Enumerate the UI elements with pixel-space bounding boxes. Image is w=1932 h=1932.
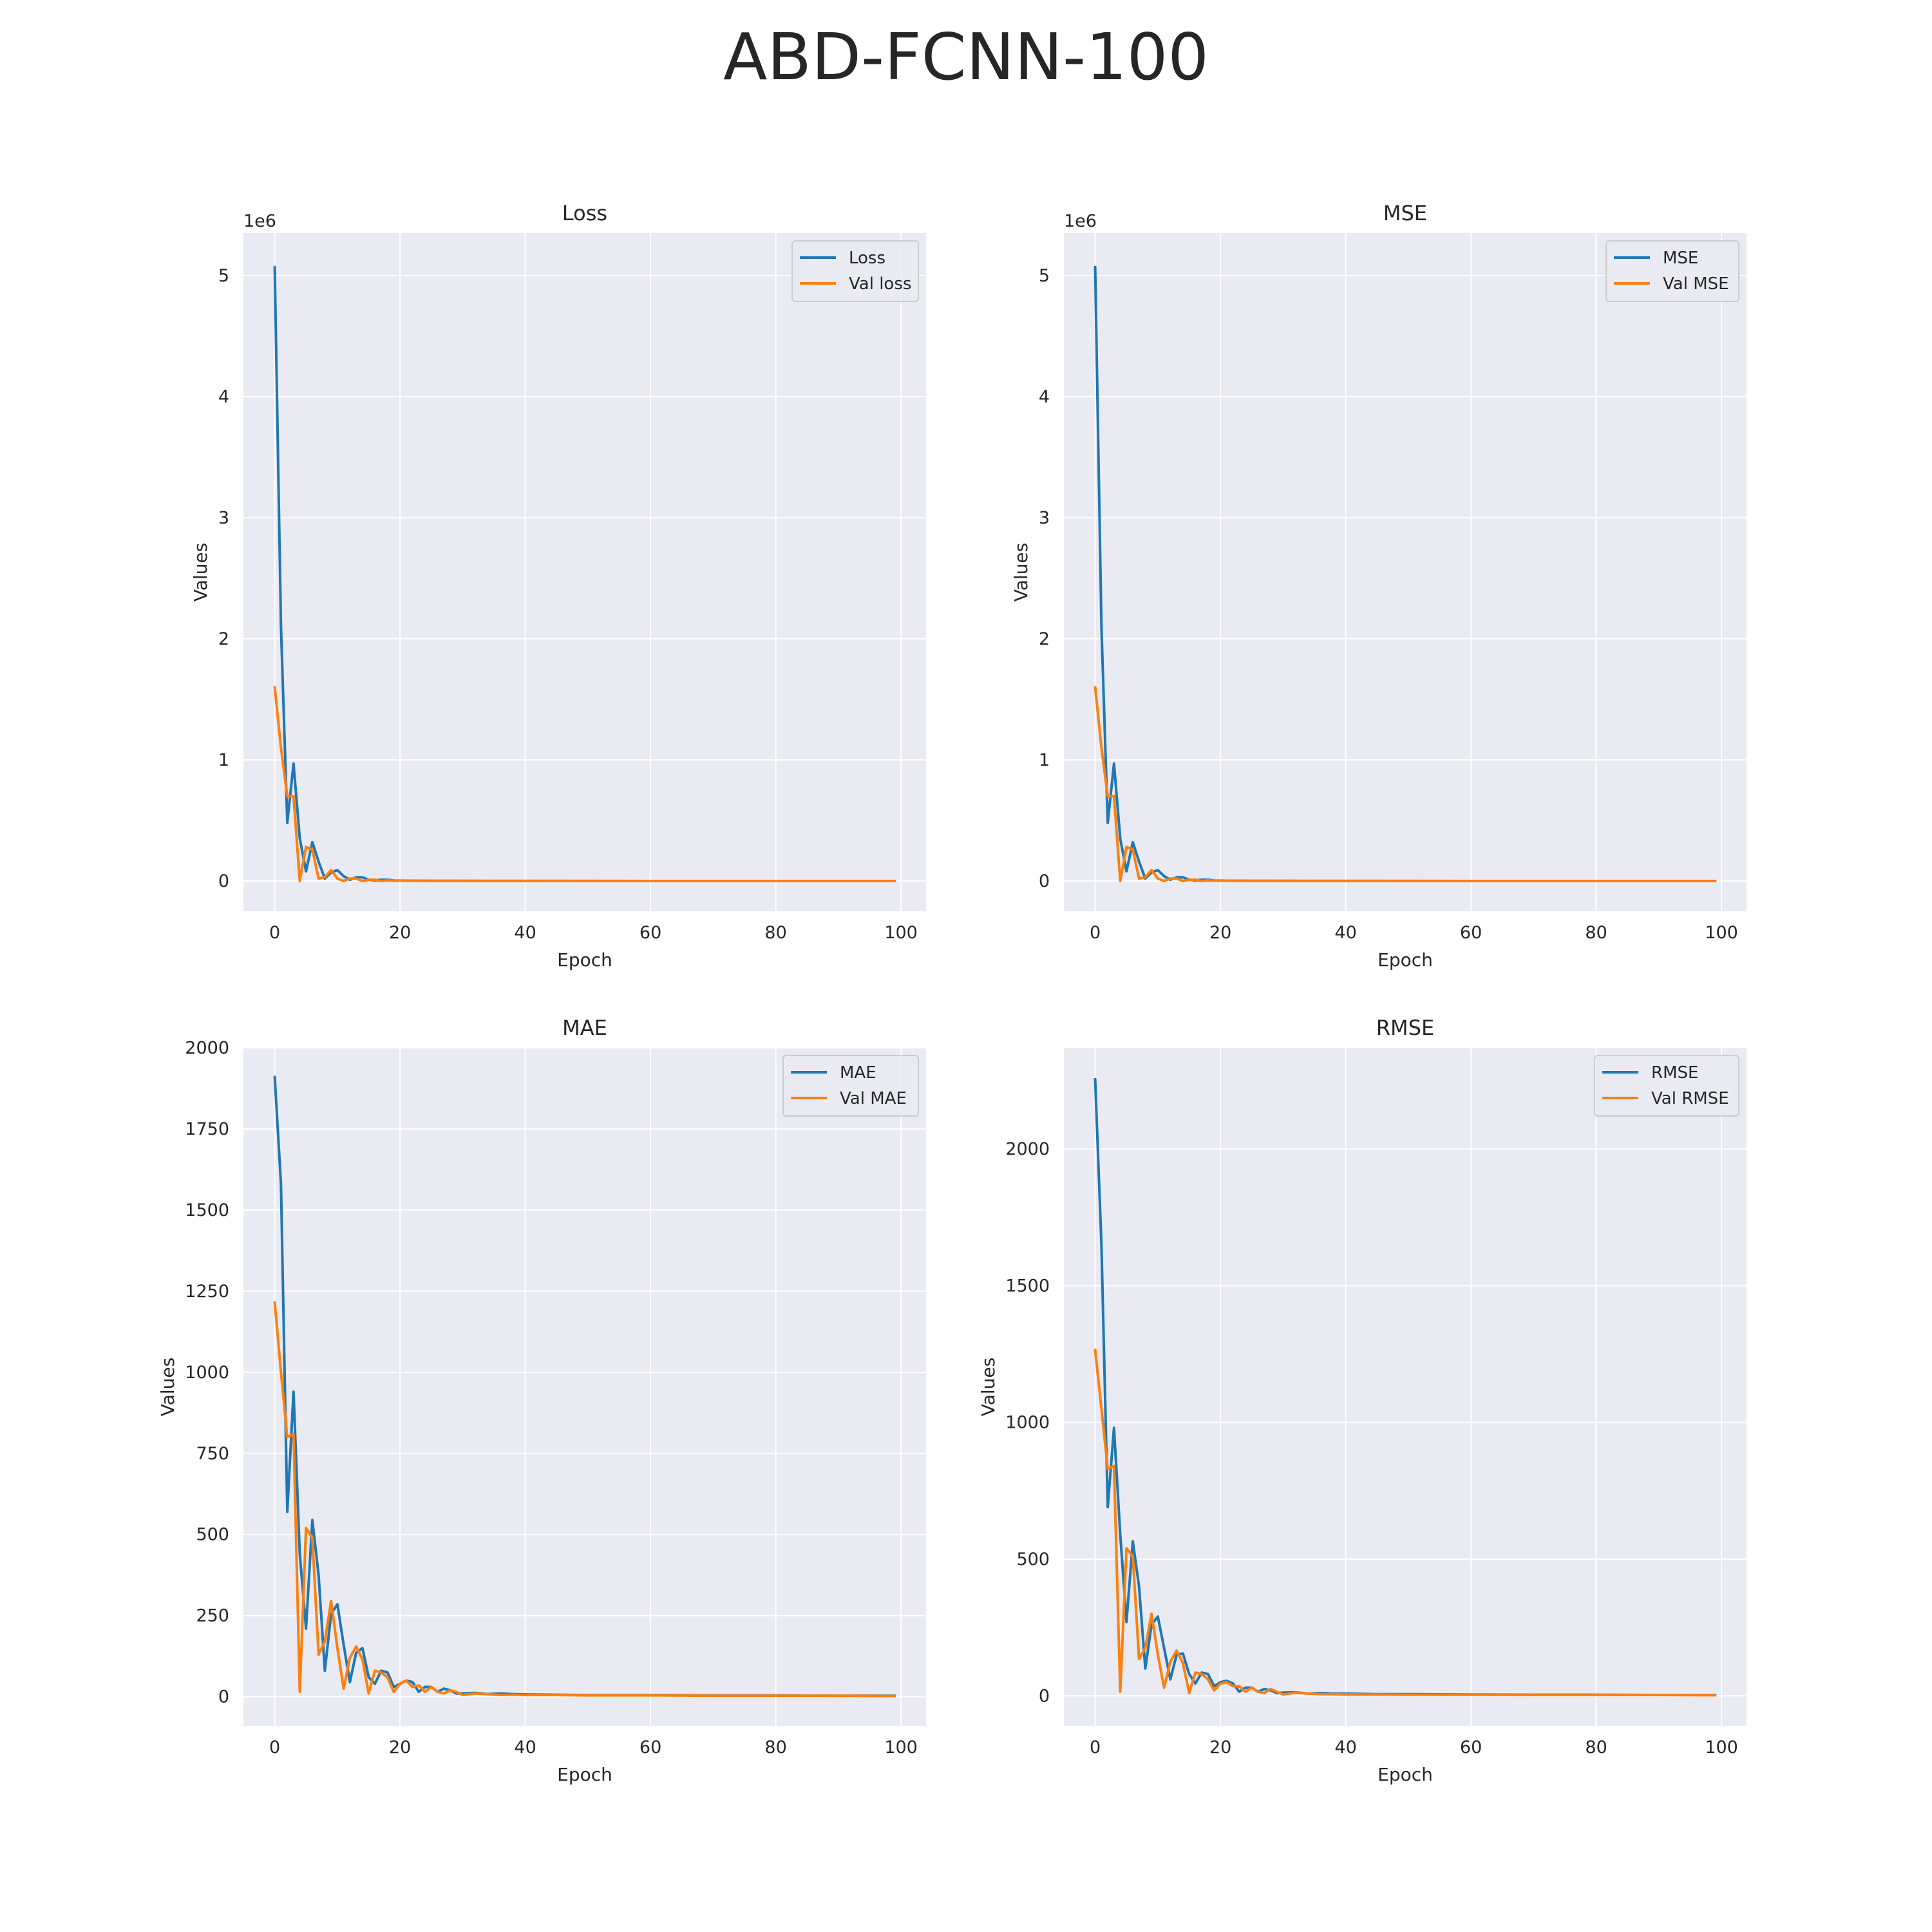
x-axis-label: Epoch	[1378, 949, 1433, 971]
x-tick-label: 100	[884, 923, 918, 943]
plot-area	[1064, 1048, 1747, 1726]
x-tick-label: 60	[639, 923, 661, 943]
y-tick-label: 2000	[1005, 1139, 1050, 1159]
plot-area	[1064, 233, 1747, 911]
series-line-val-loss	[273, 686, 896, 882]
x-tick-label: 100	[884, 1738, 918, 1757]
legend-entry: Val MSE	[1663, 274, 1729, 294]
y-tick-label: 1	[218, 750, 229, 770]
x-tick-label: 60	[639, 1738, 661, 1757]
legend-entry: Val MAE	[840, 1089, 907, 1108]
legend: Loss Val loss	[791, 240, 919, 302]
y-tick-label: 1000	[185, 1363, 229, 1383]
legend-entry: Val loss	[849, 274, 911, 294]
y-tick-label: 2	[1039, 629, 1050, 649]
x-tick-label: 20	[389, 1738, 411, 1757]
chart-title: MAE	[562, 1016, 607, 1040]
x-tick-label: 80	[1585, 1738, 1607, 1757]
x-tick-label: 40	[514, 1738, 536, 1757]
series-line-val-mae	[273, 1301, 896, 1698]
x-tick-label: 100	[1705, 923, 1738, 943]
y-axis-label: Values	[978, 1358, 999, 1416]
y-tick-label: 2000	[185, 1038, 229, 1058]
chart-title: Loss	[562, 201, 607, 225]
legend-box	[791, 240, 919, 302]
x-tick-label: 0	[1090, 923, 1101, 943]
y-tick-label: 500	[196, 1525, 229, 1545]
y-tick-label: 0	[1039, 1686, 1050, 1706]
x-tick-label: 60	[1460, 1738, 1482, 1757]
chart-title: RMSE	[1376, 1016, 1434, 1040]
figure-title: ABD-FCNN-100	[723, 19, 1209, 95]
x-axis-label: Epoch	[1378, 1764, 1433, 1785]
chart-panel-loss: 0 20 40 60 80 100 0 1 2 3 4 5 1e6 Loss Epoch Values Loss…	[190, 201, 926, 971]
x-tick-label: 40	[1334, 1738, 1356, 1757]
legend: MAE Val MAE	[782, 1055, 919, 1117]
legend-box	[782, 1055, 919, 1117]
x-tick-label: 60	[1460, 923, 1482, 943]
x-axis-label: Epoch	[557, 1764, 612, 1785]
chart-panel-mae: 0 20 40 60 80 1000250500750100012501500175020…	[157, 1016, 926, 1785]
y-tick-label: 1500	[185, 1200, 229, 1220]
chart-panel-rmse: 0 20 40 60 80 1000500100015002000RMSEEpochVal…	[978, 1016, 1747, 1785]
legend-entry: Loss	[849, 249, 886, 268]
x-tick-label: 80	[764, 1738, 786, 1757]
chart-panel-mse: 0 20 40 60 80 100 0 1 2 3 4 5 1e6 MSE Epoch Values MSE Va…	[1010, 201, 1747, 971]
legend-entry: MAE	[840, 1063, 876, 1083]
axis-offset-label: 1e6	[243, 211, 276, 231]
y-tick-label: 1500	[1005, 1276, 1050, 1296]
x-tick-label: 80	[1585, 923, 1607, 943]
y-axis-label: Values	[157, 1358, 178, 1416]
legend: MSE Val MSE	[1605, 240, 1739, 302]
y-tick-label: 5	[218, 266, 229, 286]
legend-entry: Val RMSE	[1651, 1089, 1729, 1108]
chart-title: MSE	[1383, 201, 1427, 225]
y-tick-label: 250	[196, 1606, 229, 1626]
x-tick-label: 80	[764, 923, 786, 943]
legend-box	[1594, 1055, 1739, 1117]
y-axis-label: Values	[1010, 543, 1032, 601]
x-tick-label: 0	[1090, 1738, 1101, 1757]
legend-box	[1605, 240, 1739, 302]
y-tick-label: 2	[218, 629, 229, 649]
y-tick-label: 750	[196, 1444, 229, 1464]
y-tick-label: 500	[1016, 1549, 1050, 1569]
axis-offset-label: 1e6	[1064, 211, 1097, 231]
y-tick-label: 3	[1039, 508, 1050, 528]
y-tick-label: 3	[218, 508, 229, 528]
y-tick-label: 4	[1039, 387, 1050, 407]
y-tick-label: 1750	[185, 1119, 229, 1139]
legend-entry: RMSE	[1651, 1063, 1698, 1083]
x-tick-label: 0	[269, 923, 280, 943]
x-tick-label: 20	[1209, 923, 1231, 943]
y-axis-label: Values	[190, 543, 211, 601]
x-tick-label: 20	[1209, 1738, 1231, 1757]
y-tick-label: 0	[1039, 871, 1050, 891]
y-tick-label: 1000	[1005, 1413, 1050, 1433]
y-tick-label: 0	[218, 1687, 229, 1707]
y-tick-label: 4	[218, 387, 229, 407]
x-tick-label: 0	[269, 1738, 280, 1757]
plot-area	[243, 233, 926, 911]
legend-entry: MSE	[1663, 249, 1698, 268]
x-tick-label: 40	[514, 923, 536, 943]
y-tick-label: 1	[1039, 750, 1050, 770]
series-line-val-mse	[1094, 686, 1717, 882]
x-tick-label: 20	[389, 923, 411, 943]
y-tick-label: 5	[1039, 266, 1050, 286]
series-line-val-rmse	[1094, 1349, 1717, 1697]
x-axis-label: Epoch	[557, 949, 612, 971]
plot-area	[243, 1048, 926, 1726]
x-tick-label: 100	[1705, 1738, 1738, 1757]
y-tick-label: 0	[218, 871, 229, 891]
legend: RMSE Val RMSE	[1594, 1055, 1739, 1117]
y-tick-label: 1250	[185, 1282, 229, 1302]
x-tick-label: 40	[1334, 923, 1356, 943]
